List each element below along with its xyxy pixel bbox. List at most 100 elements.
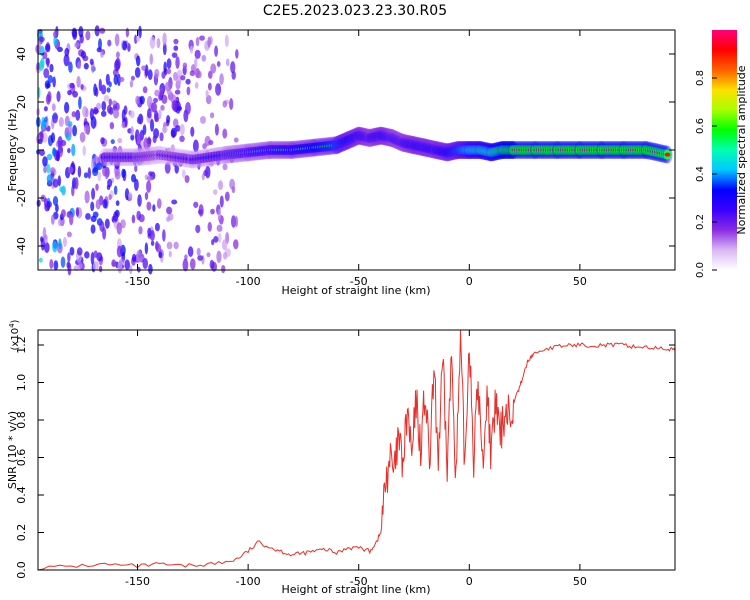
noise-cell: [78, 25, 84, 38]
spectrogram-xtick-label: 0: [466, 275, 473, 288]
noise-cell: [42, 51, 48, 60]
noise-cell: [229, 98, 234, 111]
noise-cell: [112, 146, 118, 153]
noise-cell: [60, 139, 67, 147]
noise-cell: [208, 160, 214, 167]
snr-multiplier: (x104): [8, 319, 21, 350]
noise-cell: [230, 61, 236, 74]
noise-cell: [59, 186, 64, 193]
noise-cell: [182, 62, 188, 70]
noise-cell: [62, 236, 67, 248]
noise-cell: [46, 174, 53, 184]
noise-cell: [216, 250, 222, 264]
noise-cell: [166, 206, 173, 215]
noise-cell: [166, 216, 171, 222]
noise-cell: [216, 61, 221, 68]
noise-cell: [111, 259, 117, 268]
noise-cell: [146, 180, 152, 193]
noise-cell: [72, 124, 77, 137]
noise-cell: [43, 166, 47, 174]
noise-cell: [201, 54, 207, 62]
noise-cell: [174, 89, 181, 95]
noise-cell: [136, 210, 142, 221]
noise-cell: [224, 34, 229, 48]
noise-cell: [137, 194, 142, 207]
noise-cell: [56, 151, 60, 162]
colorbar: 0.0 0.2 0.4 0.6 0.8 Normalized spectral ampl…: [695, 30, 748, 278]
noise-cell: [92, 260, 99, 271]
noise-cell: [44, 43, 51, 53]
noise-cell: [113, 185, 118, 196]
noise-cell: [171, 99, 178, 111]
noise-cell: [102, 198, 108, 209]
noise-cell: [206, 252, 211, 258]
noise-cell: [164, 81, 171, 92]
noise-cell: [193, 201, 199, 208]
noise-cell: [66, 231, 72, 238]
noise-cell: [142, 86, 148, 94]
noise-cell: [85, 213, 91, 220]
snr-ylabel: SNR (10 * v/v): [6, 411, 19, 489]
noise-cell: [161, 126, 168, 133]
noise-cell: [156, 198, 162, 209]
noise-cell: [90, 201, 95, 212]
noise-cell: [136, 116, 142, 125]
snr-frame: [37, 329, 676, 571]
noise-cell: [39, 130, 44, 142]
noise-cell: [71, 27, 78, 38]
noise-cell: [175, 56, 180, 69]
noise-cell: [209, 259, 215, 270]
colorbar-tick-label: 0.4: [695, 166, 706, 182]
noise-cell: [216, 224, 223, 232]
noise-cell: [72, 90, 78, 98]
noise-cell: [173, 45, 179, 51]
noise-cell: [168, 250, 172, 258]
noise-cell: [97, 171, 102, 182]
colorbar-tick-label: 0.0: [695, 262, 706, 278]
noise-cell: [50, 132, 56, 144]
colorbar-ticks: 0.0 0.2 0.4 0.6 0.8: [695, 70, 717, 278]
noise-cell: [116, 222, 122, 235]
noise-cell: [73, 265, 80, 271]
noise-cell: [222, 100, 228, 108]
noise-cell: [42, 156, 48, 167]
noise-cell: [217, 232, 222, 243]
noise-cell: [135, 95, 140, 105]
noise-cell: [161, 71, 166, 79]
noise-cell: [94, 25, 100, 37]
noise-cell: [136, 249, 143, 263]
noise-cell: [69, 215, 73, 225]
noise-cell: [144, 242, 149, 255]
noise-cell: [171, 199, 178, 205]
snr-xtick-label: -100: [236, 575, 261, 588]
noise-cell: [154, 89, 160, 97]
noise-cell: [127, 192, 133, 200]
noise-cell: [46, 153, 53, 161]
noise-cell: [207, 36, 211, 48]
spectrogram-xtick-label: -50: [350, 275, 368, 288]
noise-cell: [74, 177, 79, 190]
noise-cell: [113, 211, 119, 222]
noise-cell: [213, 236, 219, 243]
noise-cell: [141, 65, 147, 71]
noise-cell: [53, 30, 59, 39]
noise-cell: [205, 90, 209, 97]
noise-cell: [149, 230, 155, 242]
noise-cell: [142, 257, 148, 270]
noise-cell: [152, 204, 156, 212]
noise-cell: [85, 30, 91, 41]
figure-title: C2E5.2023.023.23.30.R05: [263, 3, 447, 19]
snr-xtick-label: -50: [350, 575, 368, 588]
noise-cell: [60, 256, 66, 268]
noise-cell: [55, 203, 59, 213]
noise-cell: [154, 222, 160, 232]
noise-cell: [58, 117, 64, 127]
noise-cell: [233, 137, 239, 143]
noise-cell: [148, 171, 153, 177]
noise-cell: [52, 241, 58, 253]
noise-cell: [131, 253, 137, 263]
noise-cell: [162, 229, 166, 242]
noise-cell: [83, 172, 89, 179]
noise-cell: [197, 255, 204, 261]
noise-cell: [189, 45, 194, 54]
